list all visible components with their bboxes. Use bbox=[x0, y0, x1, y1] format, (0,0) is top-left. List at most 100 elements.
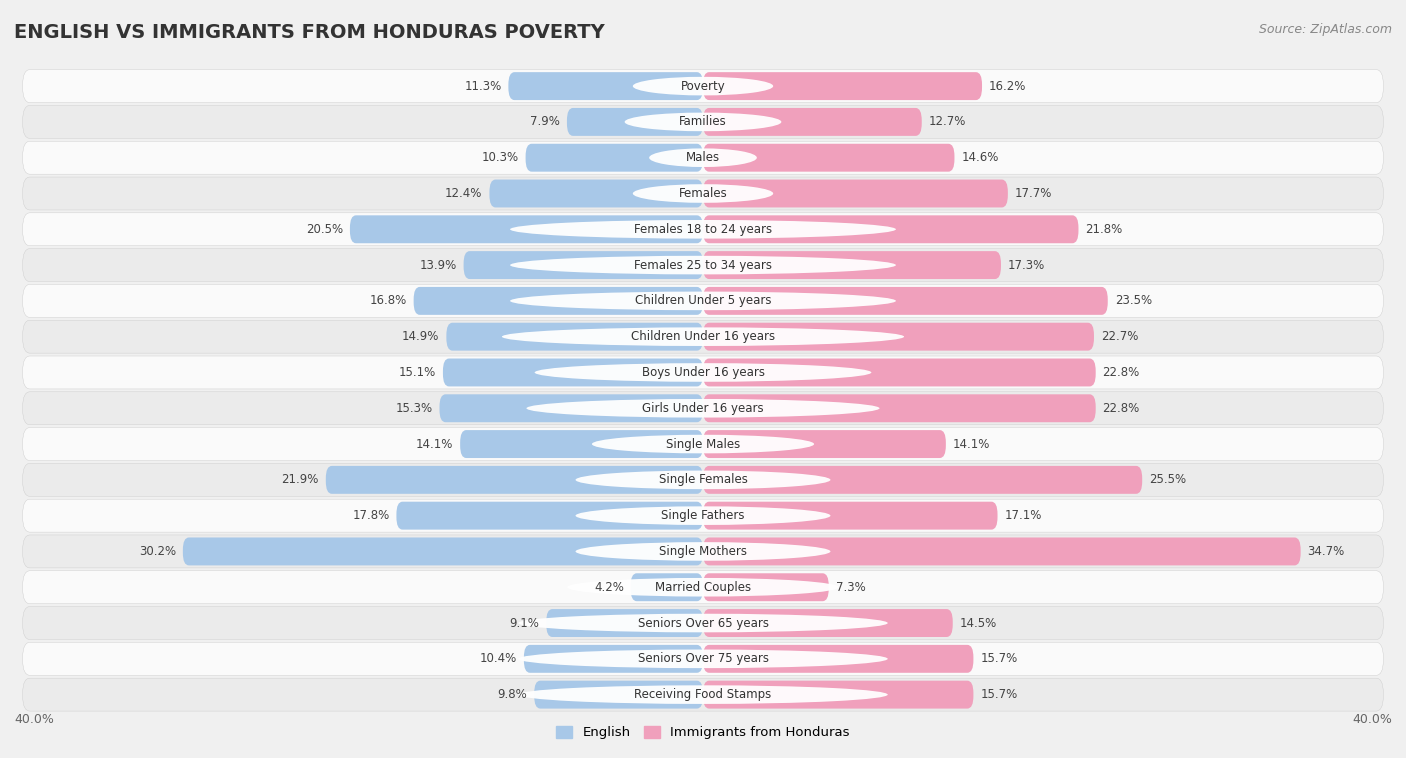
Text: 16.2%: 16.2% bbox=[988, 80, 1026, 92]
Text: Children Under 5 years: Children Under 5 years bbox=[634, 294, 772, 308]
FancyBboxPatch shape bbox=[460, 430, 703, 458]
Text: 30.2%: 30.2% bbox=[139, 545, 176, 558]
FancyBboxPatch shape bbox=[489, 180, 703, 208]
Text: 25.5%: 25.5% bbox=[1149, 473, 1187, 487]
FancyBboxPatch shape bbox=[703, 251, 1001, 279]
FancyBboxPatch shape bbox=[703, 466, 1142, 493]
Text: Females: Females bbox=[679, 187, 727, 200]
Text: 23.5%: 23.5% bbox=[1115, 294, 1152, 308]
FancyBboxPatch shape bbox=[703, 573, 828, 601]
FancyBboxPatch shape bbox=[703, 108, 922, 136]
Text: Boys Under 16 years: Boys Under 16 years bbox=[641, 366, 765, 379]
Text: Females 18 to 24 years: Females 18 to 24 years bbox=[634, 223, 772, 236]
Text: 12.4%: 12.4% bbox=[446, 187, 482, 200]
Text: 15.1%: 15.1% bbox=[399, 366, 436, 379]
FancyBboxPatch shape bbox=[703, 681, 973, 709]
FancyBboxPatch shape bbox=[350, 215, 703, 243]
FancyBboxPatch shape bbox=[703, 215, 1078, 243]
FancyBboxPatch shape bbox=[703, 537, 1301, 565]
FancyBboxPatch shape bbox=[22, 320, 1384, 353]
FancyBboxPatch shape bbox=[22, 463, 1384, 496]
FancyBboxPatch shape bbox=[703, 609, 953, 637]
FancyBboxPatch shape bbox=[526, 144, 703, 171]
Ellipse shape bbox=[519, 685, 887, 704]
Text: 14.1%: 14.1% bbox=[416, 437, 453, 450]
FancyBboxPatch shape bbox=[446, 323, 703, 351]
Text: Source: ZipAtlas.com: Source: ZipAtlas.com bbox=[1258, 23, 1392, 36]
Text: 40.0%: 40.0% bbox=[1353, 713, 1392, 725]
Text: Single Fathers: Single Fathers bbox=[661, 509, 745, 522]
Text: Females 25 to 34 years: Females 25 to 34 years bbox=[634, 258, 772, 271]
FancyBboxPatch shape bbox=[703, 394, 1095, 422]
Text: 40.0%: 40.0% bbox=[14, 713, 53, 725]
Text: 17.8%: 17.8% bbox=[353, 509, 389, 522]
Ellipse shape bbox=[510, 255, 896, 274]
FancyBboxPatch shape bbox=[443, 359, 703, 387]
Text: Families: Families bbox=[679, 115, 727, 128]
Text: 17.1%: 17.1% bbox=[1004, 509, 1042, 522]
Text: Married Couples: Married Couples bbox=[655, 581, 751, 594]
Text: 14.1%: 14.1% bbox=[953, 437, 990, 450]
FancyBboxPatch shape bbox=[22, 500, 1384, 532]
Ellipse shape bbox=[575, 542, 831, 561]
Ellipse shape bbox=[633, 77, 773, 96]
FancyBboxPatch shape bbox=[22, 606, 1384, 640]
FancyBboxPatch shape bbox=[22, 428, 1384, 461]
FancyBboxPatch shape bbox=[22, 678, 1384, 711]
FancyBboxPatch shape bbox=[703, 430, 946, 458]
FancyBboxPatch shape bbox=[22, 356, 1384, 389]
Ellipse shape bbox=[575, 471, 831, 489]
Text: 13.9%: 13.9% bbox=[419, 258, 457, 271]
FancyBboxPatch shape bbox=[703, 502, 997, 530]
FancyBboxPatch shape bbox=[22, 284, 1384, 318]
Text: 7.9%: 7.9% bbox=[530, 115, 560, 128]
Text: Receiving Food Stamps: Receiving Food Stamps bbox=[634, 688, 772, 701]
FancyBboxPatch shape bbox=[534, 681, 703, 709]
Text: 17.3%: 17.3% bbox=[1008, 258, 1045, 271]
Text: Single Males: Single Males bbox=[666, 437, 740, 450]
FancyBboxPatch shape bbox=[396, 502, 703, 530]
FancyBboxPatch shape bbox=[22, 642, 1384, 675]
FancyBboxPatch shape bbox=[631, 573, 703, 601]
Text: 7.3%: 7.3% bbox=[835, 581, 865, 594]
Text: Children Under 16 years: Children Under 16 years bbox=[631, 330, 775, 343]
Text: Poverty: Poverty bbox=[681, 80, 725, 92]
Text: 10.3%: 10.3% bbox=[482, 151, 519, 164]
Ellipse shape bbox=[519, 614, 887, 632]
Text: 15.3%: 15.3% bbox=[395, 402, 433, 415]
Text: Seniors Over 65 years: Seniors Over 65 years bbox=[637, 616, 769, 630]
Text: Seniors Over 75 years: Seniors Over 75 years bbox=[637, 653, 769, 666]
Text: Males: Males bbox=[686, 151, 720, 164]
FancyBboxPatch shape bbox=[22, 392, 1384, 424]
Ellipse shape bbox=[575, 506, 831, 525]
FancyBboxPatch shape bbox=[22, 141, 1384, 174]
FancyBboxPatch shape bbox=[703, 323, 1094, 351]
FancyBboxPatch shape bbox=[703, 144, 955, 171]
FancyBboxPatch shape bbox=[413, 287, 703, 315]
Text: 9.1%: 9.1% bbox=[509, 616, 540, 630]
Text: 4.2%: 4.2% bbox=[593, 581, 624, 594]
Text: 22.8%: 22.8% bbox=[1102, 366, 1140, 379]
FancyBboxPatch shape bbox=[183, 537, 703, 565]
Legend: English, Immigrants from Honduras: English, Immigrants from Honduras bbox=[551, 721, 855, 744]
Ellipse shape bbox=[519, 650, 887, 668]
FancyBboxPatch shape bbox=[22, 535, 1384, 568]
Text: 9.8%: 9.8% bbox=[498, 688, 527, 701]
FancyBboxPatch shape bbox=[464, 251, 703, 279]
FancyBboxPatch shape bbox=[22, 70, 1384, 102]
Ellipse shape bbox=[650, 149, 756, 167]
Text: Single Mothers: Single Mothers bbox=[659, 545, 747, 558]
FancyBboxPatch shape bbox=[509, 72, 703, 100]
Text: 20.5%: 20.5% bbox=[307, 223, 343, 236]
Text: ENGLISH VS IMMIGRANTS FROM HONDURAS POVERTY: ENGLISH VS IMMIGRANTS FROM HONDURAS POVE… bbox=[14, 23, 605, 42]
FancyBboxPatch shape bbox=[703, 180, 1008, 208]
Text: 16.8%: 16.8% bbox=[370, 294, 406, 308]
FancyBboxPatch shape bbox=[22, 213, 1384, 246]
FancyBboxPatch shape bbox=[22, 571, 1384, 603]
Text: 14.5%: 14.5% bbox=[960, 616, 997, 630]
Ellipse shape bbox=[510, 292, 896, 310]
Text: 21.9%: 21.9% bbox=[281, 473, 319, 487]
Text: 17.7%: 17.7% bbox=[1015, 187, 1052, 200]
FancyBboxPatch shape bbox=[524, 645, 703, 673]
Text: 14.9%: 14.9% bbox=[402, 330, 440, 343]
